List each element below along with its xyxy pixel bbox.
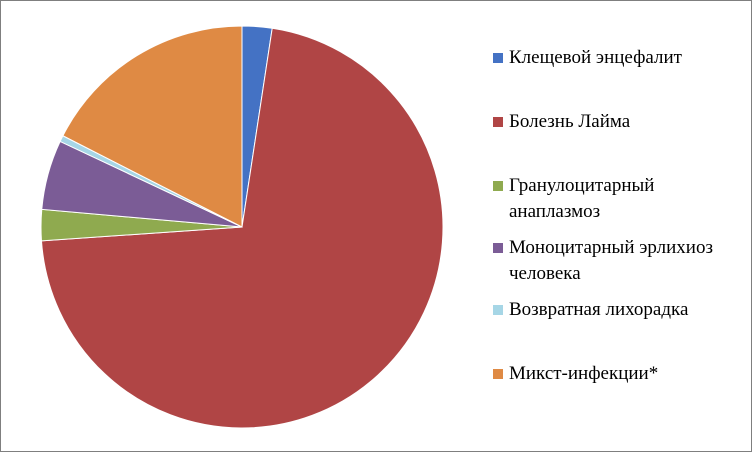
- pie-slice-2: [40, 27, 444, 429]
- pie-chart: [40, 25, 444, 429]
- pie-slice-6: [62, 25, 243, 228]
- legend-label: Гранулоцитарный анаплазмоз: [509, 175, 655, 222]
- legend-label: Возвратная лихорадка: [509, 299, 689, 320]
- legend-swatch: [493, 181, 503, 191]
- legend-swatch: [493, 117, 503, 127]
- legend-label: Клещевой энцефалит: [509, 47, 682, 68]
- legend-swatch: [493, 243, 503, 253]
- legend-swatch: [493, 369, 503, 379]
- legend-label: Болезнь Лайма: [509, 111, 631, 132]
- legend-label: Моноцитарный эрлихиоз человека: [509, 237, 713, 284]
- legend-swatch: [493, 305, 503, 315]
- legend-swatch: [493, 53, 503, 63]
- legend-label: Микст-инфекции*: [509, 363, 659, 384]
